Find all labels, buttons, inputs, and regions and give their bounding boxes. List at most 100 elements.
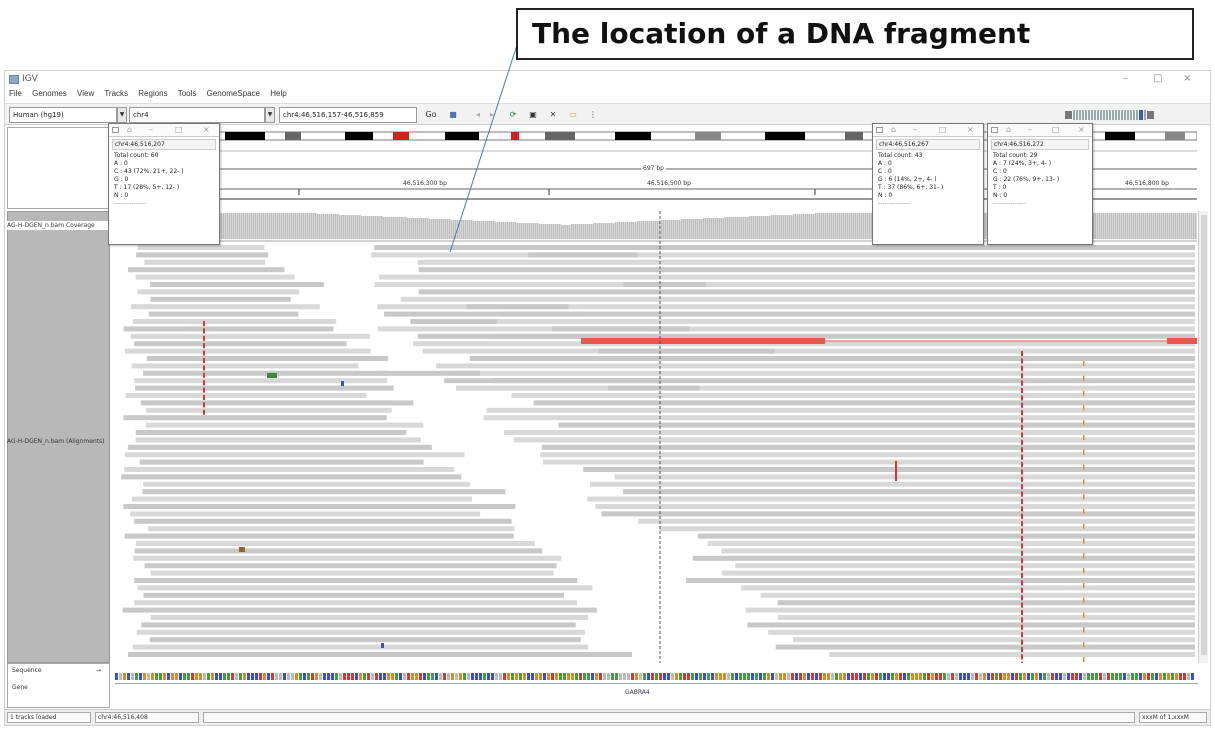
popup-minimize-icon[interactable]: – [149, 125, 153, 134]
read-alignment[interactable] [638, 518, 1195, 524]
read-alignment[interactable] [121, 474, 462, 480]
read-alignment[interactable] [587, 496, 1195, 502]
read-alignment[interactable] [137, 289, 300, 295]
read-alignment[interactable] [614, 474, 1195, 480]
popup-maximize-icon[interactable]: □ [175, 125, 183, 134]
read-alignment[interactable] [127, 444, 432, 450]
close-window-button[interactable]: × [1183, 73, 1192, 84]
read-alignment[interactable] [489, 333, 650, 339]
popup-maximize-icon[interactable]: □ [1052, 125, 1060, 134]
popup-close-icon[interactable]: × [1078, 125, 1085, 134]
read-alignment[interactable] [449, 370, 1195, 376]
gene-track-line[interactable] [115, 683, 1198, 684]
read-alignment[interactable] [686, 578, 1195, 583]
coverage-track-label[interactable]: AG-H-DGEN_n.bam Coverage [7, 221, 110, 230]
read-alignment[interactable] [533, 400, 1195, 406]
menu-regions[interactable]: Regions [138, 89, 168, 98]
popup-text-icon[interactable]: ▭ [569, 110, 577, 119]
menu-genomes[interactable]: Genomes [32, 89, 67, 98]
sequence-strand-arrow-icon[interactable]: → [96, 667, 102, 674]
read-alignment[interactable] [124, 533, 514, 539]
read-alignment[interactable] [707, 541, 1195, 546]
read-alignment[interactable] [135, 541, 535, 546]
sequence-track-label[interactable]: Sequence [12, 667, 42, 674]
read-alignment[interactable] [418, 267, 1195, 273]
menu-file[interactable]: File [9, 89, 22, 98]
read-alignment[interactable] [143, 370, 387, 376]
minimize-button[interactable]: – [1123, 73, 1128, 84]
read-alignment[interactable] [486, 407, 1195, 413]
read-alignment[interactable] [425, 319, 1195, 324]
read-alignment[interactable] [130, 304, 320, 310]
read-alignment[interactable] [384, 311, 1195, 317]
popup-lock-icon[interactable]: ⌂ [1006, 125, 1012, 134]
read-alignment[interactable] [760, 592, 1195, 598]
read-alignment[interactable] [144, 563, 557, 569]
read-alignment[interactable] [142, 489, 506, 495]
read-alignment[interactable] [601, 511, 1195, 517]
read-alignment[interactable] [143, 592, 564, 598]
menu-tools[interactable]: Tools [177, 89, 197, 98]
read-alignment[interactable] [123, 415, 387, 421]
read-alignment[interactable] [136, 252, 269, 258]
read-alignment[interactable] [124, 348, 371, 354]
read-alignment[interactable] [541, 444, 1195, 450]
base-count-popup[interactable]: ⌂ – □ × chr4:46,516,272 Total count: 29 A :… [987, 123, 1093, 245]
read-alignment[interactable] [735, 563, 1195, 569]
read-alignment[interactable] [131, 363, 359, 369]
genome-dropdown[interactable]: Human (hg19) [9, 107, 117, 123]
read-alignment[interactable] [150, 615, 589, 620]
popup-close-icon[interactable]: × [203, 125, 210, 134]
read-alignment[interactable] [444, 378, 1196, 384]
read-alignment[interactable] [134, 600, 578, 606]
chromosome-dropdown-arrow-icon[interactable]: ▼ [265, 107, 275, 123]
home-icon[interactable]: ■ [449, 110, 457, 119]
read-alignment[interactable] [376, 370, 480, 376]
read-alignment[interactable] [422, 348, 1195, 354]
read-alignment[interactable] [140, 400, 414, 406]
alignment-panel[interactable] [115, 211, 1197, 663]
read-alignment[interactable] [829, 652, 1195, 657]
read-alignment[interactable] [793, 637, 1195, 643]
read-alignment[interactable] [590, 481, 1195, 487]
read-alignment[interactable] [540, 452, 1195, 458]
read-alignment[interactable] [124, 467, 455, 472]
popup-minimize-icon[interactable]: – [913, 125, 917, 134]
read-alignment[interactable] [623, 282, 707, 287]
read-alignment[interactable] [125, 452, 465, 458]
maximize-button[interactable]: □ [1153, 73, 1163, 84]
read-alignment[interactable] [145, 422, 424, 428]
popup-minimize-icon[interactable]: – [1028, 125, 1032, 134]
read-alignment[interactable] [146, 356, 389, 361]
read-alignment[interactable] [143, 481, 471, 487]
read-alignment[interactable] [133, 319, 337, 324]
read-alignment[interactable] [130, 511, 481, 517]
gene-name-label[interactable]: GABRA4 [625, 689, 650, 696]
popup-lock-icon[interactable]: ⌂ [891, 125, 897, 134]
read-alignment[interactable] [692, 555, 1195, 561]
menu-genomespace[interactable]: GenomeSpace [206, 89, 260, 98]
read-alignment[interactable] [123, 504, 516, 509]
read-alignment[interactable] [123, 326, 334, 332]
popup-close-icon[interactable]: × [967, 125, 974, 134]
read-alignment[interactable] [134, 518, 512, 524]
read-alignment[interactable] [136, 629, 586, 635]
read-alignment[interactable] [410, 319, 498, 324]
read-alignment[interactable] [598, 348, 775, 354]
read-alignment[interactable] [608, 385, 700, 391]
read-alignment[interactable] [127, 652, 632, 657]
read-alignment[interactable] [542, 459, 1195, 465]
read-alignment[interactable] [132, 644, 589, 650]
read-alignment[interactable] [493, 378, 659, 384]
read-alignment[interactable] [466, 304, 569, 310]
popup-lock-icon[interactable]: ⌂ [127, 125, 133, 134]
read-alignment[interactable] [456, 385, 1195, 391]
read-alignment[interactable] [133, 555, 562, 561]
read-alignment[interactable] [504, 430, 1195, 435]
read-alignment[interactable] [417, 259, 1195, 265]
read-alignment[interactable] [379, 274, 1195, 280]
read-alignment[interactable] [745, 607, 1195, 613]
read-alignment[interactable] [144, 259, 266, 265]
read-alignment[interactable] [135, 437, 421, 443]
read-alignment[interactable] [595, 504, 1195, 509]
